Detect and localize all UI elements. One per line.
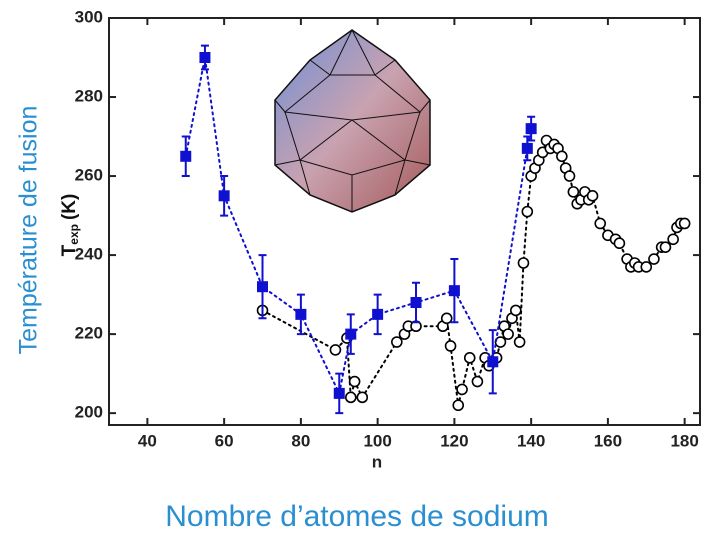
x-tick-label: 180 xyxy=(670,431,698,450)
x-tick-label: 80 xyxy=(291,431,310,450)
marker xyxy=(257,281,269,293)
y-tick-label: 200 xyxy=(75,403,103,422)
marker xyxy=(344,391,357,404)
marker xyxy=(521,142,533,154)
marker xyxy=(463,352,476,364)
y-tick-label: 240 xyxy=(75,245,103,264)
y-subscript: exp xyxy=(67,224,81,245)
marker xyxy=(348,375,361,388)
x-axis-label: n xyxy=(372,452,382,471)
x-tick-label: 160 xyxy=(594,431,622,450)
marker xyxy=(487,356,499,368)
y-tick-label: 300 xyxy=(75,7,103,26)
marker xyxy=(517,257,530,269)
marker xyxy=(391,336,403,348)
x-tick-label: 100 xyxy=(363,431,391,450)
marker xyxy=(502,328,514,340)
icosahedron xyxy=(274,28,431,213)
marker xyxy=(525,123,537,135)
marker xyxy=(613,237,626,250)
x-tick-label: 40 xyxy=(138,431,157,450)
marker xyxy=(640,261,653,273)
marker xyxy=(218,190,230,202)
marker xyxy=(456,383,468,396)
marker xyxy=(471,375,484,388)
marker xyxy=(513,336,526,348)
marker xyxy=(440,312,453,325)
marker xyxy=(199,52,211,64)
marker xyxy=(329,344,342,356)
plot-frame xyxy=(108,17,701,426)
marker xyxy=(410,297,422,309)
marker xyxy=(448,285,460,297)
x-tick-label: 120 xyxy=(440,431,468,450)
marker xyxy=(372,308,384,320)
marker xyxy=(295,308,307,320)
marker xyxy=(494,336,507,348)
y-unit: (K) xyxy=(59,194,80,220)
marker xyxy=(594,217,607,230)
marker xyxy=(345,328,357,340)
caption-x: Nombre d’atomes de sodium xyxy=(165,500,549,533)
marker xyxy=(452,399,465,412)
y-tick-label: 280 xyxy=(75,87,103,106)
y-tick-label: 260 xyxy=(75,166,103,185)
y-tick-label: 220 xyxy=(75,324,103,343)
y-symbol: T xyxy=(59,244,80,256)
marker xyxy=(356,391,369,404)
y-axis-label: Texp (K) xyxy=(59,194,81,257)
marker xyxy=(444,340,457,352)
x-tick-label: 60 xyxy=(215,431,234,450)
marker xyxy=(586,190,599,202)
marker xyxy=(567,186,580,198)
marker xyxy=(521,205,534,218)
marker xyxy=(659,241,672,253)
x-tick-label: 140 xyxy=(517,431,545,450)
marker xyxy=(667,233,679,246)
caption-y: Température de fusion xyxy=(15,106,43,355)
marker xyxy=(333,387,345,399)
marker xyxy=(509,304,522,317)
marker xyxy=(678,217,691,230)
marker xyxy=(648,253,660,265)
marker xyxy=(563,170,576,182)
marker xyxy=(556,150,568,163)
marker xyxy=(180,150,192,162)
